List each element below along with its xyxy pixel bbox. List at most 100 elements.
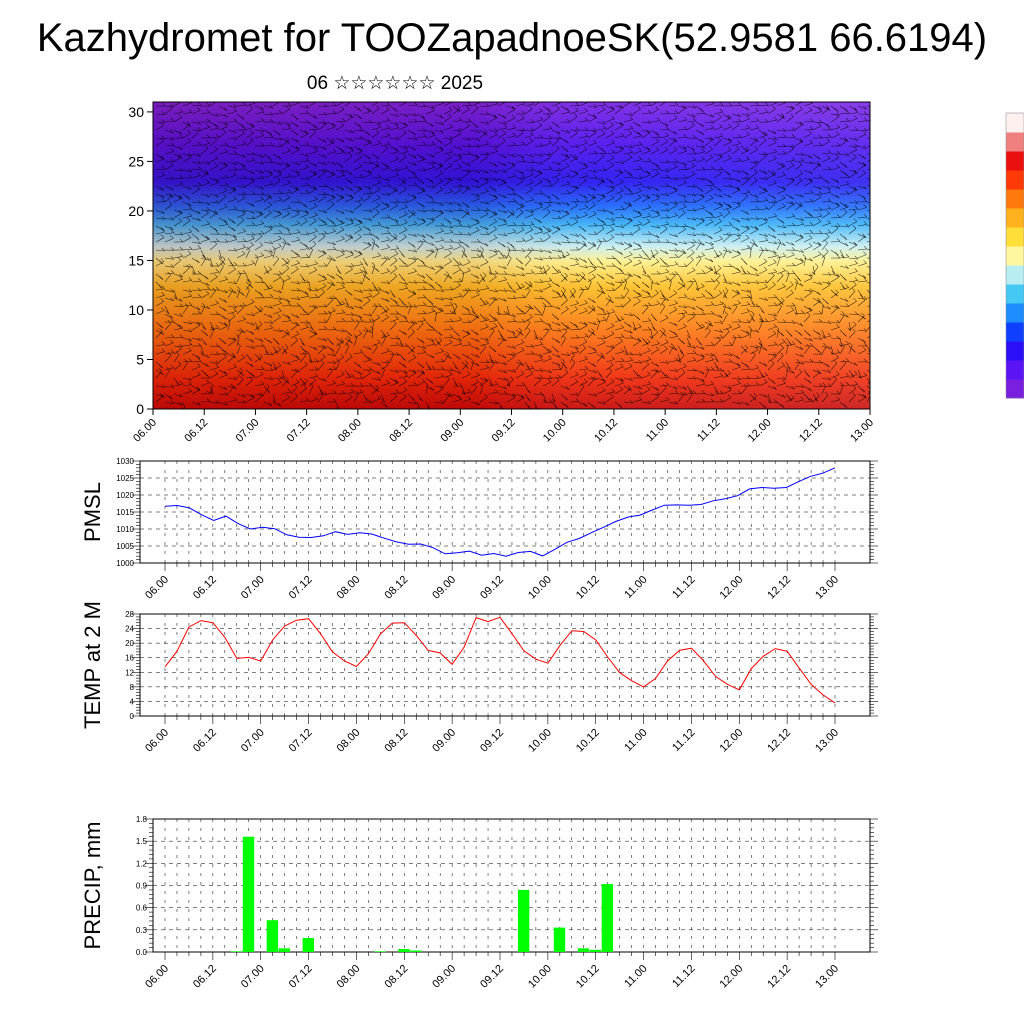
wind-barb [290,188,299,195]
wind-barb-flag [610,106,615,111]
wind-barb [623,245,633,251]
wind-barb-flag [386,225,390,230]
wind-barb-flag [574,154,579,158]
wind-barb-flag [160,187,165,191]
wind-barb-flag [385,106,390,111]
wind-barb [272,249,276,259]
wind-barb [515,153,525,159]
wind-barb [659,289,666,298]
wind-barb [632,159,642,163]
wind-barb-flag [557,167,562,172]
wind-barb [263,145,274,147]
wind-barb [209,201,219,204]
wind-barb-flag [863,111,868,115]
wind-barb-flag [601,194,605,198]
wind-barb [839,249,845,259]
wind-barb [650,168,660,171]
wind-barb-flag [863,117,868,121]
wind-barb [695,207,705,211]
wind-barb-flag [430,242,435,246]
wind-barb-flag [610,226,615,231]
wind-barb [587,185,596,191]
wind-barb-flag [772,234,777,239]
wind-barb-flag [322,154,327,158]
wind-barb-flag [449,135,454,140]
wind-barb-flag [799,282,804,287]
wind-barb-flag [531,102,535,105]
wind-barb-flag [610,155,615,159]
wind-barb-flag [593,174,598,179]
wind-barb [389,275,397,283]
wind-barb-flag [611,287,616,291]
wind-barb [353,204,362,211]
wind-barb-flag [439,140,443,144]
wind-barb [749,137,759,142]
wind-barb-flag [485,140,490,145]
wind-barb-flag [691,121,695,126]
wind-barb [407,289,416,295]
wind-barb-flag [737,200,742,205]
wind-barb-flag [323,230,328,235]
wind-barb-flag [835,274,839,278]
wind-barb-flag [557,241,561,245]
wind-barb-flag [701,252,705,256]
wind-barb [452,209,463,212]
wind-barb [209,290,216,299]
wind-barb-flag [215,193,219,198]
wind-barb-flag [791,177,795,181]
wind-barb-flag [782,252,787,257]
wind-barb [164,232,174,235]
wind-barb [785,241,795,246]
wind-barb [776,165,786,171]
wind-barb-flag [305,157,310,161]
wind-barb-flag [539,116,543,120]
wind-barb [704,281,715,283]
wind-barb-flag [457,281,461,286]
wind-barb-flag [287,242,291,246]
wind-barb-flag [790,145,794,150]
wind-barb-flag [791,242,795,246]
wind-barb [506,165,515,171]
wind-barb [839,265,849,269]
wind-barb-flag [791,270,796,274]
wind-barb-flag [511,106,516,110]
wind-barb [290,213,300,219]
wind-barb-flag [584,132,589,137]
wind-barb [524,224,534,227]
wind-barb-flag [566,190,571,194]
wind-barb [551,281,560,287]
wind-barb-flag [710,165,715,170]
wind-barb [578,167,588,171]
wind-barb [659,278,669,283]
wind-barb-flag [348,153,353,157]
wind-barb [173,197,183,203]
wind-barb-flag [313,170,318,174]
wind-barb-flag [818,134,823,139]
wind-barb-flag [296,169,300,174]
wind-barb-flag [790,178,794,182]
wind-barb [830,117,839,123]
wind-barb-flag [251,235,255,239]
wind-barb [209,271,219,275]
wind-barb [785,108,794,115]
wind-barb [803,216,813,219]
wind-barb-flag [746,112,751,116]
wind-barb [407,261,416,267]
wind-barb-flag [610,211,615,215]
wind-barb-flag [466,169,470,174]
wind-barb [857,207,867,211]
wind-barb [245,201,255,207]
wind-barb [380,109,390,115]
wind-barb-flag [817,291,821,296]
wind-barb-flag [493,218,498,222]
wind-barb-flag [260,252,264,256]
wind-barb [524,272,534,275]
wind-barb [830,206,840,211]
wind-barb-flag [220,262,224,267]
wind-barb [335,109,344,115]
wind-barb-flag [341,251,345,255]
wind-barb [326,281,336,287]
wind-barb [218,131,227,139]
wind-barb [722,126,732,131]
